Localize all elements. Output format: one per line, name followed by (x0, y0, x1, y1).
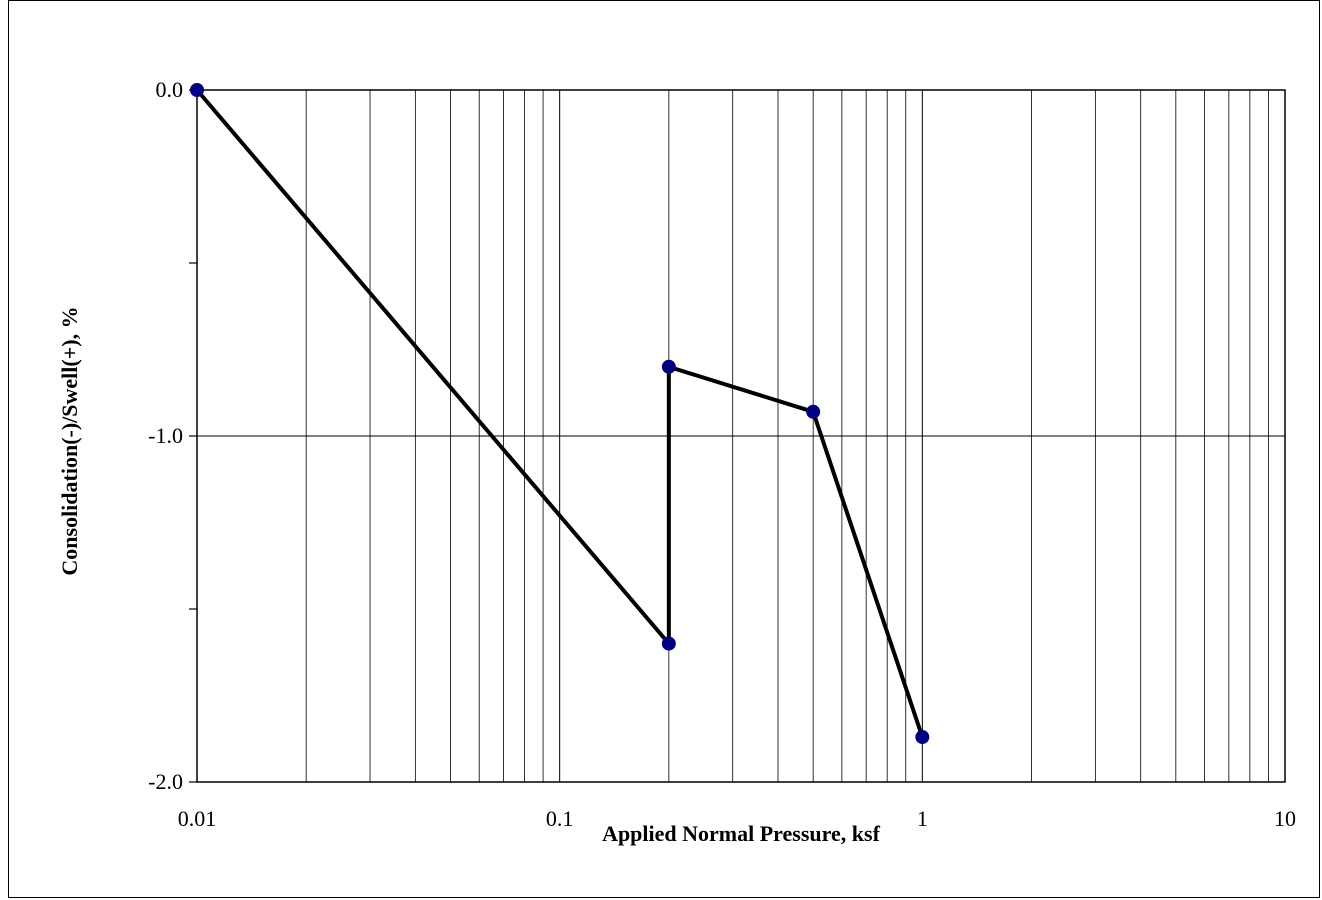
x-tick-label: 1 (917, 806, 928, 831)
y-axis-title: Consolidation(-)/Swell(+), % (57, 306, 82, 575)
chart-svg: 0.0 -1.0 -2.0 0.01 0.1 1 10 Applied Normal Pre… (57, 77, 1296, 846)
data-point (806, 404, 821, 419)
series-layer (190, 83, 930, 745)
y-tick-label: 0.0 (156, 77, 184, 102)
data-point (661, 359, 676, 374)
data-point (190, 83, 204, 97)
tick-labels: 0.0 -1.0 -2.0 0.01 0.1 1 10 (148, 77, 1296, 831)
data-point (661, 636, 676, 651)
y-tick-marks (189, 89, 197, 783)
y-tick-label: -1.0 (148, 423, 183, 448)
grid-layer (197, 90, 1285, 782)
x-tick-label: 10 (1274, 806, 1296, 831)
chart-frame: 0.0 -1.0 -2.0 0.01 0.1 1 10 Applied Normal Pre… (8, 0, 1320, 898)
x-axis-title: Applied Normal Pressure, ksf (602, 821, 881, 846)
x-tick-label: 0.1 (546, 806, 574, 831)
data-point (915, 730, 930, 745)
y-tick-label: -2.0 (148, 769, 183, 794)
x-tick-label: 0.01 (178, 806, 217, 831)
